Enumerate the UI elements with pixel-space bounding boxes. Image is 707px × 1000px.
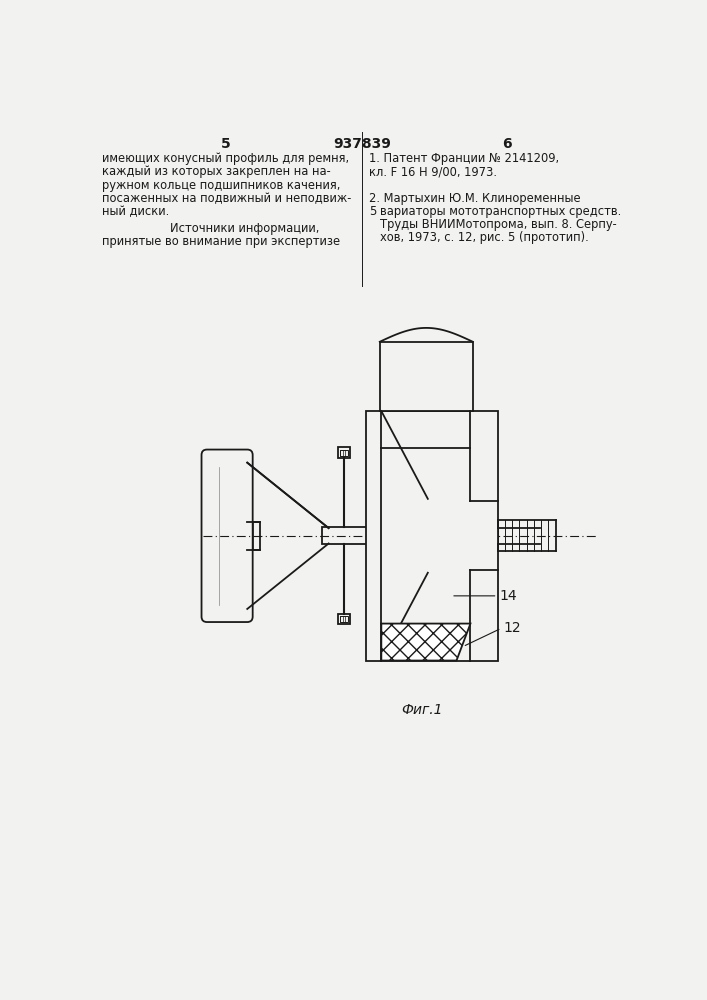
Text: 937839: 937839 xyxy=(333,137,391,151)
Text: кл. F 16 H 9/00, 1973.: кл. F 16 H 9/00, 1973. xyxy=(369,165,497,178)
Text: ный диски.: ный диски. xyxy=(103,205,170,218)
Bar xyxy=(338,614,351,624)
Text: Источники информации,: Источники информации, xyxy=(170,222,319,235)
Text: 2. Мартыхин Ю.М. Клиноременные: 2. Мартыхин Ю.М. Клиноременные xyxy=(369,192,580,205)
Bar xyxy=(322,527,369,544)
Text: каждый из которых закреплен на на-: каждый из которых закреплен на на- xyxy=(103,165,331,178)
Text: принятые во внимание при экспертизе: принятые во внимание при экспертизе xyxy=(103,235,341,248)
Text: посаженных на подвижный и неподвиж-: посаженных на подвижный и неподвиж- xyxy=(103,192,351,205)
Text: 5: 5 xyxy=(369,205,376,218)
Text: 6: 6 xyxy=(502,137,512,151)
Text: Фиг.1: Фиг.1 xyxy=(401,703,443,717)
Text: Труды ВНИИМотопрома, вып. 8. Серпу-: Труды ВНИИМотопрома, вып. 8. Серпу- xyxy=(380,218,617,231)
Bar xyxy=(340,616,348,622)
Text: ружном кольце подшипников качения,: ружном кольце подшипников качения, xyxy=(103,179,341,192)
Text: 5: 5 xyxy=(221,137,230,151)
Text: 12: 12 xyxy=(503,621,520,635)
Polygon shape xyxy=(381,624,470,661)
Bar xyxy=(340,450,348,456)
FancyBboxPatch shape xyxy=(201,450,252,622)
Bar xyxy=(366,411,498,661)
Text: хов, 1973, с. 12, рис. 5 (прототип).: хов, 1973, с. 12, рис. 5 (прототип). xyxy=(380,231,588,244)
Text: 1. Патент Франции № 2141209,: 1. Патент Франции № 2141209, xyxy=(369,152,559,165)
Text: вариаторы мототранспортных средств.: вариаторы мототранспортных средств. xyxy=(380,205,621,218)
Bar xyxy=(338,447,351,458)
Bar xyxy=(253,522,259,550)
Text: имеющих конусный профиль для ремня,: имеющих конусный профиль для ремня, xyxy=(103,152,349,165)
Text: 14: 14 xyxy=(499,589,517,603)
Bar xyxy=(380,342,473,411)
